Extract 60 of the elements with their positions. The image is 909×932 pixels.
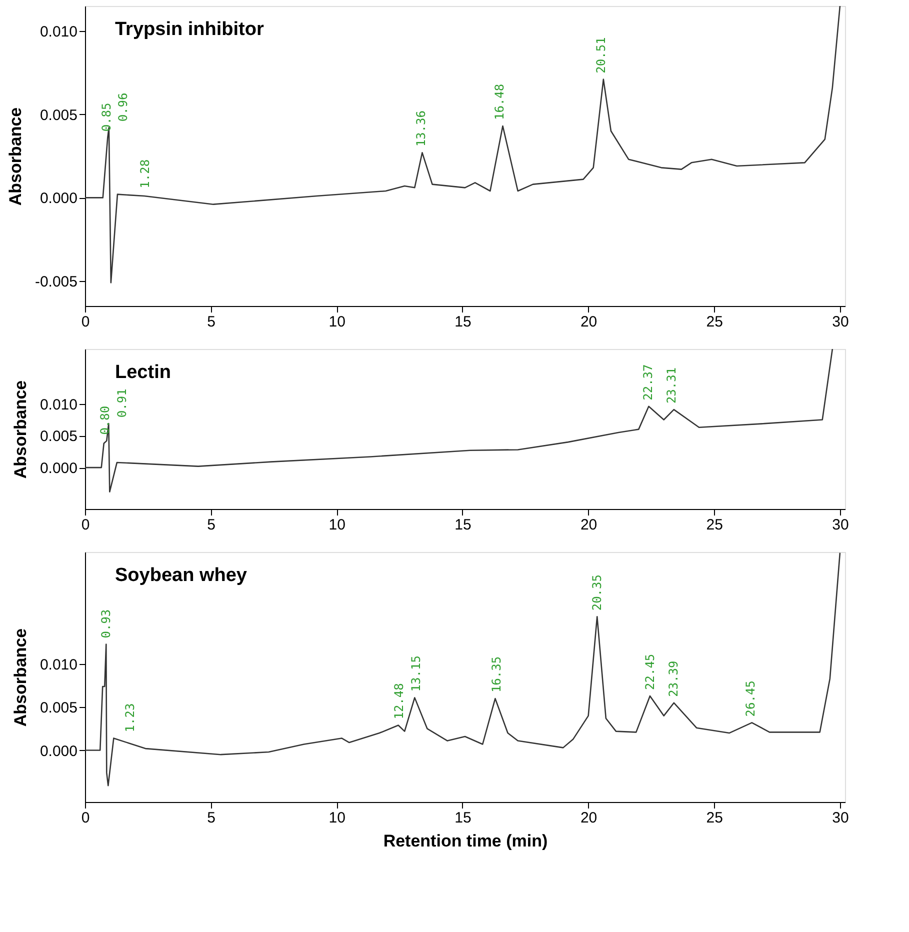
x-tick-label: 20 — [580, 516, 598, 534]
annotation: 26.45 — [744, 680, 758, 717]
y-axis-title: Absorbance — [10, 628, 30, 727]
y-tick-label: 0.005 — [40, 428, 78, 446]
line-series — [85, 6, 841, 284]
annotation: 0.80 — [98, 406, 112, 435]
y-axis-title: Absorbance — [10, 380, 30, 479]
x-tick-label: 10 — [328, 314, 346, 330]
annotation: 22.45 — [642, 654, 657, 690]
x-tick-label: 30 — [832, 810, 849, 826]
y-tick-label: 0.000 — [40, 460, 78, 478]
y-tick-label: 0.010 — [40, 656, 78, 674]
text: Soybean whey — [115, 565, 248, 586]
x-tick-label: 20 — [580, 314, 598, 330]
x-tick-label: 0 — [81, 516, 90, 534]
x-tick-label: 5 — [207, 810, 216, 826]
y-tick-label: 0.005 — [40, 700, 78, 717]
annotation: 13.36 — [414, 110, 428, 147]
annotation: 12.48 — [392, 683, 406, 720]
annotation: 1.23 — [122, 703, 137, 732]
annotation: 1.28 — [138, 159, 152, 188]
x-tick-label: 0 — [81, 314, 90, 330]
y-tick-label: 0.000 — [40, 190, 78, 208]
annotation: 20.51 — [594, 37, 608, 74]
annotation: 13.15 — [408, 656, 423, 692]
x-tick-label: 15 — [454, 516, 472, 534]
annotation: 20.35 — [590, 574, 604, 611]
annotation: 23.39 — [666, 660, 681, 697]
y-tick-label: 0.005 — [40, 106, 78, 124]
annotation: 0.96 — [116, 92, 130, 122]
y-axis-title: Absorbance — [6, 107, 25, 206]
annotation: 16.35 — [489, 656, 504, 693]
y-tick-label: 0.000 — [40, 742, 78, 760]
annotation: 22.37 — [640, 364, 655, 400]
x-tick-label: 15 — [454, 810, 472, 826]
x-tick-label: 10 — [328, 810, 346, 826]
x-tick-label: 20 — [580, 810, 598, 826]
x-tick-label: 5 — [207, 516, 216, 534]
annotation: 0.85 — [99, 102, 114, 132]
line-series — [85, 552, 841, 786]
x-tick-label: 25 — [706, 314, 723, 330]
x-tick-label: 25 — [706, 516, 723, 534]
x-tick-label: 10 — [328, 516, 346, 534]
text: Trypsin inhibitor — [115, 19, 264, 40]
y-tick-label: 0.010 — [40, 24, 78, 40]
annotation: 16.48 — [492, 84, 507, 120]
annotation: 0.91 — [114, 388, 129, 418]
line-series — [85, 349, 834, 492]
text: Lectin — [115, 362, 171, 383]
x-tick-label: 0 — [81, 810, 90, 826]
y-tick-label: 0.010 — [40, 396, 78, 414]
x-tick-label: 30 — [832, 314, 849, 330]
annotation: 23.31 — [664, 367, 679, 404]
x-tick-label: 15 — [454, 314, 472, 330]
y-tick-label: -0.005 — [34, 274, 78, 290]
x-tick-label: 25 — [706, 810, 723, 826]
x-tick-label: 5 — [207, 314, 216, 330]
annotation: 0.93 — [99, 609, 114, 638]
x-axis-title: Retention time (min) — [383, 832, 548, 850]
x-tick-label: 30 — [832, 516, 849, 534]
